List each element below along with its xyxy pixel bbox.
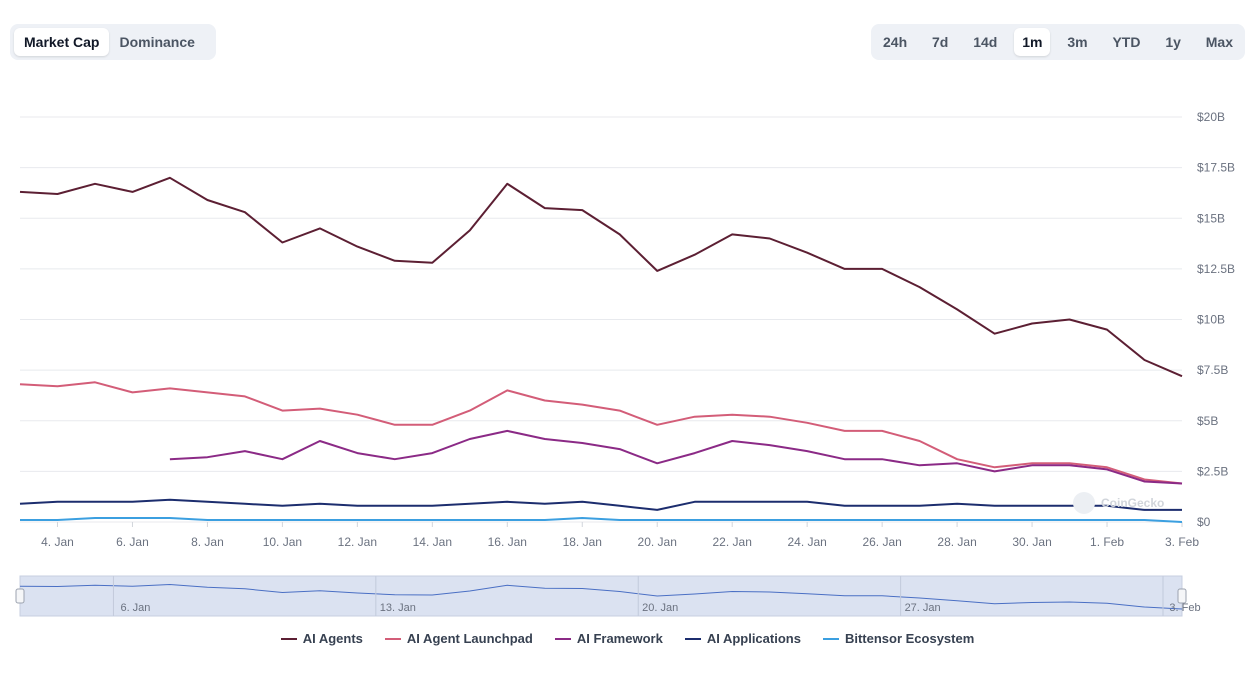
- legend-label: AI Agents: [302, 631, 363, 646]
- series-line-1: [19, 176, 1183, 378]
- x-tick-label: 8. Jan: [191, 535, 224, 549]
- x-tick-label: 14. Jan: [413, 535, 452, 549]
- navigator-tick-label: 13. Jan: [380, 602, 416, 614]
- chart-legend: AI Agents AI Agent Launchpad AI Framework A…: [0, 631, 1255, 646]
- y-tick-label: $0: [1197, 515, 1211, 529]
- range-ytd-button[interactable]: YTD: [1112, 34, 1141, 50]
- legend-swatch: [822, 637, 839, 640]
- navigator-selection: [19, 575, 1183, 617]
- x-tick-label: 10. Jan: [263, 535, 302, 549]
- x-tick-label: 6. Jan: [116, 535, 149, 549]
- legend-label: AI Applications: [706, 631, 801, 646]
- dominance-tab[interactable]: Dominance: [119, 34, 195, 50]
- market-cap-chart: $0 $2.5B $5B $7.5B $10B $12.5B $15B $17.5B $20B 4…: [15, 110, 1235, 617]
- y-tick-label: $10B: [1197, 313, 1225, 327]
- market-cap-tab[interactable]: Market Cap: [14, 28, 110, 56]
- range-1m-button[interactable]: 1m: [1014, 28, 1051, 56]
- legend-swatch: [280, 637, 297, 640]
- x-tick-label: 16. Jan: [488, 535, 527, 549]
- legend-item[interactable]: AI Applications: [684, 631, 801, 646]
- navigator-tick-label: 20. Jan: [642, 602, 678, 614]
- y-tick-label: $5B: [1197, 414, 1218, 428]
- x-tick-label: 26. Jan: [862, 535, 901, 549]
- y-tick-label: $20B: [1197, 110, 1225, 124]
- range-14d-button[interactable]: 14d: [973, 34, 998, 50]
- watermark-text: CoinGecko: [1101, 496, 1165, 510]
- legend-item[interactable]: Bittensor Ecosystem: [822, 631, 975, 646]
- range-max-button[interactable]: Max: [1205, 34, 1233, 50]
- x-tick-label: 12. Jan: [338, 535, 377, 549]
- series-line-2: [19, 381, 1183, 485]
- x-tick-label: 3. Feb: [1165, 535, 1199, 549]
- range-24h-button[interactable]: 24h: [883, 34, 908, 50]
- navigator-tick-label: 6. Jan: [120, 602, 150, 614]
- x-tick-label: 1. Feb: [1090, 535, 1124, 549]
- legend-label: Bittensor Ecosystem: [844, 631, 975, 646]
- range-1y-button[interactable]: 1y: [1165, 34, 1181, 50]
- y-tick-label: $2.5B: [1197, 464, 1228, 478]
- x-tick-label: 22. Jan: [713, 535, 752, 549]
- navigator-series-line: [19, 583, 1183, 610]
- legend-item[interactable]: AI Agent Launchpad: [384, 631, 533, 646]
- x-tick-label: 28. Jan: [937, 535, 976, 549]
- y-tick-label: $7.5B: [1197, 363, 1228, 377]
- metric-toggle: Market Cap Dominance: [10, 24, 216, 60]
- series-line-3: [169, 429, 1183, 485]
- range-3m-button[interactable]: 3m: [1067, 34, 1088, 50]
- legend-label: AI Framework: [576, 631, 663, 646]
- y-tick-label: $12.5B: [1197, 262, 1235, 276]
- navigator-tick-label: 27. Jan: [905, 602, 941, 614]
- range-7d-button[interactable]: 7d: [932, 34, 949, 50]
- time-range-selector: 24h 7d 14d 1m 3m YTD 1y Max: [871, 24, 1245, 60]
- legend-item[interactable]: AI Agents: [280, 631, 363, 646]
- y-tick-label: $15B: [1197, 211, 1225, 225]
- coingecko-logo-icon: [1073, 492, 1095, 514]
- legend-swatch: [684, 637, 701, 640]
- series-line-5: [20, 517, 1183, 523]
- x-tick-label: 20. Jan: [638, 535, 677, 549]
- x-tick-label: 18. Jan: [563, 535, 602, 549]
- x-tick-label: 30. Jan: [1012, 535, 1051, 549]
- x-tick-label: 4. Jan: [41, 535, 74, 549]
- legend-label: AI Agent Launchpad: [406, 631, 533, 646]
- navigator-left-handle[interactable]: [15, 588, 25, 604]
- coingecko-watermark: CoinGecko: [1073, 492, 1164, 514]
- legend-swatch: [384, 637, 401, 640]
- y-tick-label: $17.5B: [1197, 161, 1235, 175]
- legend-item[interactable]: AI Framework: [554, 631, 663, 646]
- navigator-right-handle[interactable]: [1177, 588, 1187, 604]
- x-tick-label: 24. Jan: [787, 535, 826, 549]
- legend-swatch: [554, 637, 571, 640]
- series-line-4: [19, 498, 1182, 511]
- navigator-tick-label: 3. Feb: [1169, 602, 1200, 614]
